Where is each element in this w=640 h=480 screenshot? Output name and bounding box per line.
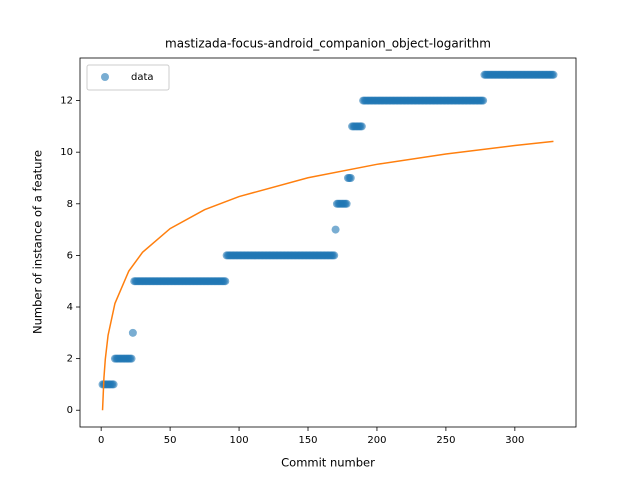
legend-marker bbox=[101, 73, 109, 81]
legend-box bbox=[86, 64, 170, 91]
data-point bbox=[549, 70, 558, 79]
data-point bbox=[342, 199, 351, 208]
x-tick-label: 0 bbox=[98, 435, 104, 446]
fit-line bbox=[101, 140, 554, 411]
data-point bbox=[330, 251, 339, 260]
data-point bbox=[479, 96, 488, 105]
x-tick-label: 50 bbox=[164, 435, 177, 446]
data-point bbox=[221, 277, 230, 286]
y-tick-label: 10 bbox=[60, 147, 73, 158]
data-point bbox=[331, 225, 340, 234]
plot-area bbox=[98, 70, 558, 411]
y-tick-label: 0 bbox=[67, 405, 73, 416]
y-tick-label: 2 bbox=[67, 354, 73, 365]
y-tick-label: 6 bbox=[67, 250, 73, 261]
x-tick-label: 200 bbox=[367, 435, 386, 446]
x-tick-label: 250 bbox=[436, 435, 455, 446]
y-tick-label: 12 bbox=[60, 96, 73, 107]
x-axis-label: Commit number bbox=[281, 456, 375, 470]
data-point bbox=[109, 380, 118, 389]
data-point bbox=[127, 354, 136, 363]
y-tick-label: 4 bbox=[67, 302, 73, 313]
x-tick-label: 150 bbox=[298, 435, 317, 446]
data-point bbox=[357, 122, 366, 131]
axes-frame bbox=[79, 57, 577, 428]
y-axis-label: Number of instance of a feature bbox=[31, 150, 45, 334]
x-tick-label: 300 bbox=[505, 435, 524, 446]
y-tick-label: 8 bbox=[67, 199, 73, 210]
data-point bbox=[346, 173, 355, 182]
legend-label: data bbox=[131, 72, 154, 83]
chart-title: mastizada-focus-android_companion_object… bbox=[165, 37, 491, 51]
x-tick-label: 100 bbox=[230, 435, 249, 446]
data-point bbox=[128, 328, 137, 337]
